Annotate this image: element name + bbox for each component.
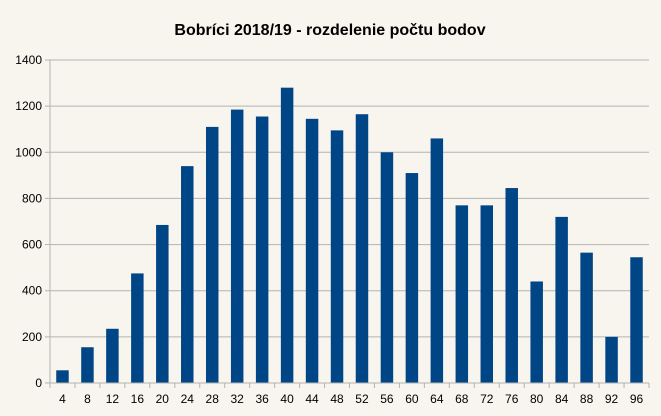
bar-72 (480, 205, 494, 383)
x-tick-label: 12 (106, 392, 120, 406)
bar-80 (530, 281, 543, 383)
x-tick-label: 16 (131, 392, 145, 406)
bar-68 (455, 205, 469, 383)
bar-24 (181, 166, 194, 383)
x-tick-label: 84 (555, 392, 569, 406)
bar-88 (580, 252, 593, 383)
bar-8 (81, 347, 94, 383)
x-tick-label: 36 (255, 392, 269, 406)
bar-84 (555, 216, 568, 383)
x-tick-label: 48 (330, 392, 344, 406)
x-tick-label: 64 (430, 392, 444, 406)
bar-36 (255, 116, 269, 384)
x-tick-label: 60 (405, 392, 419, 406)
x-tick-label: 20 (156, 392, 170, 406)
bars (56, 87, 643, 384)
bar-40 (280, 87, 294, 383)
chart-title: Bobríci 2018/19 - rozdelenie počtu bodov (174, 22, 485, 39)
bar-20 (156, 224, 169, 383)
bar-48 (330, 130, 344, 383)
bar-60 (405, 173, 419, 383)
y-tick-label: 600 (22, 238, 42, 252)
x-tick-label: 88 (580, 392, 594, 406)
x-tick-label: 68 (455, 392, 469, 406)
x-tick-label: 32 (231, 392, 245, 406)
x-tick-label: 92 (605, 392, 619, 406)
bar-4 (56, 370, 69, 383)
x-tick-label: 52 (355, 392, 369, 406)
bar-52 (355, 114, 369, 383)
bar-32 (230, 109, 244, 383)
x-tick-label: 28 (206, 392, 220, 406)
y-tick-label: 1400 (15, 53, 42, 67)
x-tick-label: 44 (305, 392, 319, 406)
x-tick-label: 56 (380, 392, 394, 406)
y-tick-label: 200 (22, 330, 42, 344)
axes (45, 59, 650, 388)
x-tick-label: 76 (505, 392, 519, 406)
bar-96 (630, 257, 643, 383)
gridlines (50, 59, 649, 384)
bar-92 (605, 336, 618, 383)
x-tick-label: 80 (530, 392, 544, 406)
bar-28 (205, 126, 219, 384)
bar-12 (106, 328, 119, 383)
x-tick-label: 96 (630, 392, 644, 406)
y-tick-label: 400 (22, 284, 42, 298)
x-tick-label: 8 (84, 392, 91, 406)
x-tick-label: 4 (59, 392, 66, 406)
x-tick-label: 24 (181, 392, 195, 406)
bar-44 (305, 118, 319, 383)
x-tick-label: 72 (480, 392, 494, 406)
y-tick-label: 1200 (15, 99, 42, 113)
bar-76 (505, 188, 518, 383)
bar-64 (430, 138, 444, 383)
y-tick-label: 1000 (15, 145, 42, 159)
y-tick-label: 800 (22, 191, 42, 205)
bar-56 (380, 152, 394, 383)
y-tick-label: 0 (35, 376, 42, 390)
x-tick-label: 40 (280, 392, 294, 406)
bar-16 (131, 273, 144, 383)
